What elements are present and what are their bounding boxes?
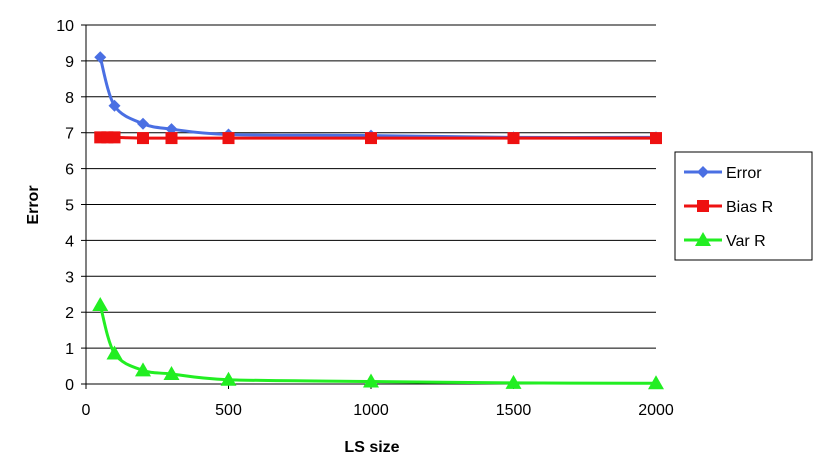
series-1-point-5 <box>222 132 235 145</box>
series-1-point-3 <box>137 132 149 145</box>
series-2-point-0 <box>92 297 109 312</box>
legend: Error Bias R Var R <box>674 151 813 261</box>
y-tick-label-2: 2 <box>65 305 74 322</box>
series-1-point-2 <box>108 131 121 144</box>
legend-label-1: Bias R <box>726 199 773 216</box>
series-line-1 <box>100 135 656 140</box>
series-2-point-2 <box>135 362 151 377</box>
legend-swatch-marker-0 <box>697 166 709 178</box>
y-tick-label-0: 0 <box>65 377 74 394</box>
series-2-point-4 <box>220 371 237 386</box>
legend-swatch-marker-1 <box>697 200 709 212</box>
series-0 <box>94 51 662 144</box>
y-tick-label-5: 5 <box>65 198 74 215</box>
y-tick-label-7: 7 <box>65 126 74 143</box>
series-1-point-6 <box>365 132 377 145</box>
x-axis-title: LS size <box>344 439 399 456</box>
x-tick-label-0: 0 <box>82 402 91 419</box>
series-group <box>92 51 664 390</box>
legend-entry-2: Var R <box>684 232 766 250</box>
x-tick-label-2: 1000 <box>353 402 389 419</box>
x-tick-label-3: 1500 <box>496 402 532 419</box>
x-tick-label-4: 2000 <box>638 402 674 419</box>
series-line-0 <box>98 56 657 139</box>
series-2-point-7 <box>648 375 664 390</box>
gridlines <box>86 24 656 385</box>
series-0-point-0 <box>94 51 107 64</box>
series-2-point-3 <box>163 365 180 380</box>
x-tick-label-1: 500 <box>215 402 242 419</box>
series-0-point-2 <box>137 117 149 130</box>
legend-swatch-marker-2 <box>695 232 711 246</box>
legend-label-2: Var R <box>726 233 766 250</box>
legend-label-0: Error <box>726 165 762 182</box>
series-line-2 <box>98 304 657 385</box>
series-0-point-1 <box>108 99 121 112</box>
series-2-point-5 <box>363 373 379 388</box>
y-tick-label-1: 1 <box>65 341 74 358</box>
legend-entry-1: Bias R <box>684 199 773 216</box>
y-tick-label-10: 10 <box>56 18 74 35</box>
y-tick-label-3: 3 <box>65 269 74 286</box>
y-tick-label-6: 6 <box>65 162 74 179</box>
series-2-point-6 <box>505 374 522 389</box>
legend-entry-0: Error <box>684 165 762 182</box>
series-1-point-4 <box>165 132 178 145</box>
series-1 <box>94 131 662 145</box>
series-1-point-7 <box>507 132 520 145</box>
y-tick-label-9: 9 <box>65 54 74 71</box>
y-axis-title: Error <box>25 185 42 224</box>
y-tick-label-8: 8 <box>65 90 74 107</box>
axes <box>81 24 657 389</box>
series-2 <box>92 297 664 390</box>
series-2-point-1 <box>106 345 123 360</box>
series-1-point-8 <box>650 132 662 145</box>
y-tick-label-4: 4 <box>65 233 74 250</box>
tick-labels: 0 1 2 3 4 5 6 7 8 9 10 0 500 1000 1500 2000 <box>56 18 674 419</box>
